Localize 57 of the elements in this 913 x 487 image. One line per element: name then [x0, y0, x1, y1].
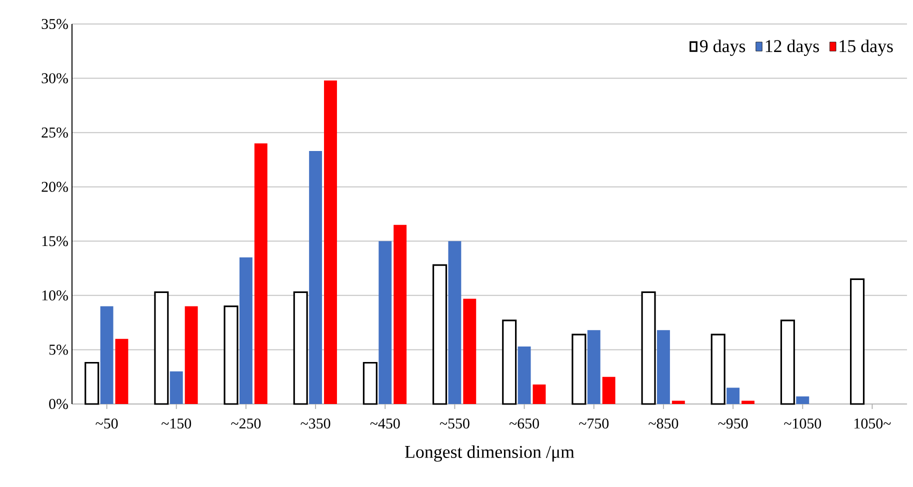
x-axis-title: Longest dimension /μm — [405, 445, 574, 462]
bar — [224, 305, 238, 405]
bar — [115, 338, 128, 404]
bar — [742, 400, 754, 404]
bar — [602, 376, 616, 404]
x-tick-label: ~350 — [300, 418, 330, 429]
bar — [293, 291, 308, 405]
legend-label: 12 days — [766, 40, 819, 56]
bar — [710, 334, 726, 405]
bar — [448, 241, 462, 404]
bar — [463, 298, 476, 404]
bar — [726, 388, 740, 404]
y-tick-label: 20% — [42, 182, 68, 192]
bar — [84, 362, 100, 405]
bar — [672, 400, 685, 404]
bar — [796, 396, 810, 404]
y-tick-label: 0% — [49, 398, 68, 410]
x-tick-label: ~50 — [96, 418, 118, 429]
bar — [780, 320, 795, 405]
bar — [587, 330, 600, 404]
bar — [518, 346, 531, 404]
bar — [324, 80, 337, 404]
x-tick-label: ~650 — [509, 418, 539, 429]
x-tick-label: ~550 — [440, 418, 470, 429]
bar — [378, 241, 392, 404]
bar — [572, 334, 586, 405]
y-tick-label: 15% — [42, 236, 68, 246]
x-tick-label: 1050~ — [854, 418, 891, 429]
bar — [432, 264, 448, 405]
bar — [362, 362, 378, 405]
x-tick-label: ~150 — [162, 418, 192, 429]
bar — [641, 291, 656, 405]
y-tick-label: 30% — [42, 73, 68, 84]
y-tick-label: 35% — [42, 18, 68, 30]
legend-label: 9 days — [700, 40, 746, 56]
x-tick-label: ~250 — [231, 418, 261, 429]
bar — [850, 278, 865, 405]
bar — [394, 224, 407, 404]
bar — [100, 306, 114, 404]
bar — [656, 330, 670, 404]
bar — [239, 257, 252, 404]
bar — [170, 371, 183, 404]
bar — [254, 143, 268, 404]
x-tick-label: ~850 — [648, 418, 678, 429]
legend-label: 15 days — [840, 40, 893, 56]
bar — [502, 320, 517, 405]
bar — [184, 306, 198, 404]
bar — [532, 384, 546, 404]
x-tick-label: ~750 — [579, 418, 609, 429]
bar — [309, 151, 322, 404]
bar — [154, 291, 169, 405]
y-tick-label: 10% — [42, 290, 68, 300]
x-tick-label: ~1050 — [784, 418, 822, 429]
y-tick-label: 25% — [42, 128, 68, 138]
x-tick-label: ~950 — [718, 418, 748, 429]
y-tick-label: 5% — [49, 344, 68, 355]
x-tick-label: ~450 — [370, 418, 400, 429]
